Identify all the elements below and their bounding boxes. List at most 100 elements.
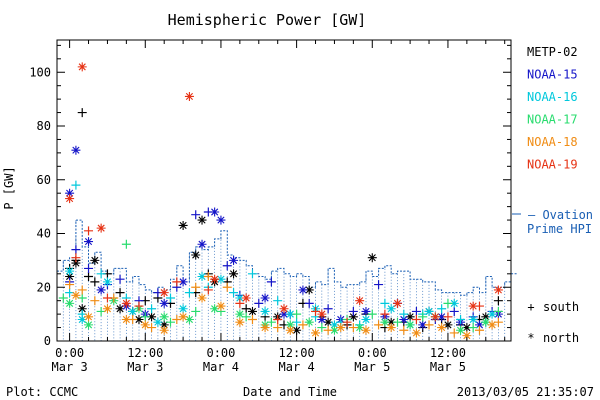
y-tick-label: 80 (37, 119, 51, 133)
point-south-noaa-17 (317, 323, 327, 333)
point-north-noaa-17 (184, 315, 194, 324)
point-north-metp-02 (134, 315, 144, 324)
point-south-noaa-16 (229, 288, 239, 298)
point-south-noaa-15 (191, 210, 201, 220)
point-north-noaa-17 (159, 312, 169, 322)
point-south-noaa-15 (254, 298, 264, 308)
point-south-noaa-18 (374, 320, 384, 330)
x-tick-date: Mar 3 (127, 360, 163, 374)
x-tick-date: Mar 4 (279, 360, 315, 374)
point-north-noaa-15 (65, 188, 75, 198)
point-south-noaa-18 (77, 285, 87, 295)
point-north-metp-02 (304, 285, 314, 295)
point-north-noaa-17 (380, 317, 390, 327)
point-south-noaa-15 (266, 277, 276, 287)
point-north-metp-02 (405, 312, 415, 322)
point-north-noaa-18 (102, 304, 112, 314)
point-north-metp-02 (159, 320, 169, 330)
x-tick-time: 0:00 (55, 346, 84, 360)
point-south-noaa-19 (342, 317, 352, 327)
series-legend: METP-02 NOAA-15 NOAA-16 NOAA-17 NOAA-18 NOAA-… (512, 45, 578, 215)
point-north-metp-02 (367, 253, 377, 263)
y-tick-label: 100 (29, 65, 51, 79)
point-south-noaa-18 (191, 282, 201, 292)
point-north-noaa-16 (468, 315, 478, 324)
point-north-noaa-19 (210, 274, 220, 284)
point-north-noaa-15 (317, 315, 327, 324)
point-south-noaa-19 (443, 312, 453, 322)
point-north-noaa-18 (140, 320, 150, 330)
point-north-noaa-18 (178, 312, 188, 322)
point-north-noaa-19 (317, 309, 327, 319)
point-north-noaa-18 (216, 301, 226, 311)
legend-entry: NOAA-17 (527, 113, 578, 127)
point-north-noaa-18 (311, 328, 321, 338)
point-south-noaa-17 (140, 312, 150, 322)
point-south-noaa-16 (437, 304, 447, 314)
point-north-metp-02 (90, 255, 100, 265)
north-marker-label: north (543, 331, 579, 345)
point-south-noaa-19 (71, 253, 81, 263)
x-tick-date: Mar 5 (430, 360, 466, 374)
point-south-noaa-19 (203, 285, 213, 295)
point-north-noaa-18 (235, 317, 245, 327)
point-north-noaa-15 (216, 215, 226, 225)
point-north-metp-02 (348, 312, 358, 322)
point-north-noaa-16 (65, 266, 75, 276)
point-north-noaa-18 (462, 331, 472, 341)
point-north-noaa-18 (411, 328, 421, 338)
point-south-noaa-16 (456, 315, 466, 324)
point-south-noaa-17 (191, 306, 201, 316)
point-south-noaa-16 (273, 296, 283, 306)
plot-frame (56, 39, 512, 342)
point-south-noaa-15 (71, 245, 81, 255)
point-north-noaa-19 (468, 301, 478, 311)
point-south-noaa-18 (399, 325, 409, 335)
point-south-noaa-15 (449, 306, 459, 316)
x-tick-date: Mar 4 (203, 360, 239, 374)
point-north-noaa-18 (386, 323, 396, 333)
point-north-noaa-18 (84, 312, 94, 322)
point-south-noaa-17 (418, 312, 428, 322)
point-north-noaa-16 (260, 306, 270, 316)
point-north-noaa-15 (260, 293, 270, 303)
point-north-noaa-19 (355, 296, 365, 306)
point-north-noaa-19 (493, 285, 503, 295)
point-south-noaa-19 (411, 315, 421, 324)
point-north-metp-02 (386, 317, 396, 327)
y-tick-label: 60 (37, 173, 51, 187)
point-north-noaa-15 (71, 145, 81, 155)
point-south-noaa-18 (222, 282, 232, 292)
point-north-noaa-19 (65, 194, 75, 204)
point-south-noaa-15 (304, 298, 314, 308)
point-north-noaa-15 (178, 277, 188, 287)
point-south-noaa-15 (222, 261, 232, 271)
point-north-noaa-15 (279, 309, 289, 319)
y-tick-label: 20 (37, 280, 51, 294)
point-north-noaa-15 (437, 312, 447, 322)
point-south-noaa-18 (298, 320, 308, 330)
point-south-noaa-17 (58, 293, 68, 303)
legend-entry: NOAA-15 (527, 68, 578, 82)
point-north-noaa-16 (128, 306, 138, 316)
point-north-metp-02 (147, 312, 157, 322)
point-north-noaa-16 (216, 274, 226, 284)
point-south-noaa-18 (348, 323, 358, 333)
point-north-metp-02 (292, 325, 302, 335)
point-south-noaa-18 (323, 325, 333, 335)
point-south-metp-02 (493, 296, 503, 306)
ovation-legend: — Ovation Prime HPI (527, 208, 593, 236)
point-south-noaa-19 (235, 298, 245, 308)
footer-right: 2013/03/05 21:35:07 (457, 385, 594, 399)
point-north-metp-02 (178, 220, 188, 230)
x-tick-date: Mar 3 (52, 360, 88, 374)
point-north-metp-02 (481, 312, 491, 322)
point-south-noaa-15 (348, 306, 358, 316)
point-north-noaa-16 (449, 298, 459, 308)
point-south-metp-02 (77, 108, 87, 118)
point-north-noaa-18 (71, 290, 81, 300)
point-south-noaa-19 (134, 301, 144, 311)
point-south-noaa-17 (493, 306, 503, 316)
point-north-noaa-19 (184, 91, 194, 101)
